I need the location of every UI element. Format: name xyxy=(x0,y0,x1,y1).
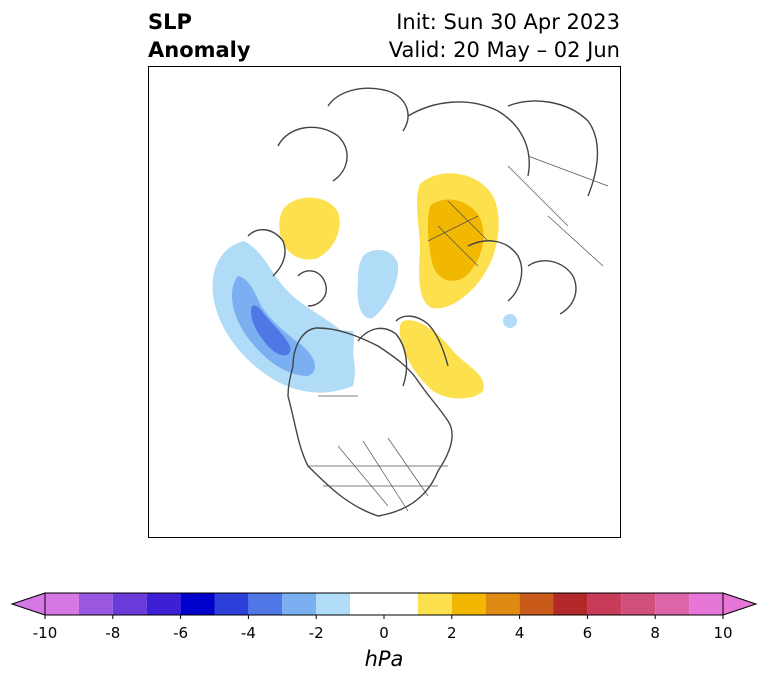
colorbar-bin xyxy=(587,593,622,615)
colorbar-bin xyxy=(621,593,656,615)
coastlines xyxy=(247,87,599,517)
colorbar-tick-label: 6 xyxy=(582,624,593,642)
colorbar-bin xyxy=(485,593,520,615)
anomaly-greenland-high xyxy=(399,320,484,399)
colorbar-bin xyxy=(451,593,486,615)
colorbar-bin xyxy=(112,593,147,615)
anomaly-map xyxy=(148,66,621,538)
colorbar-tick-label: 2 xyxy=(447,624,457,642)
colorbar-bin xyxy=(45,593,79,615)
colorbar-bin xyxy=(350,593,418,615)
colorbar-bin xyxy=(146,593,181,615)
colorbar xyxy=(10,592,758,619)
colorbar-tick-label: 4 xyxy=(514,624,525,642)
anomaly-siberia-high xyxy=(279,197,340,260)
colorbar-bin xyxy=(214,593,249,615)
colorbar-bin xyxy=(282,593,317,615)
title-line-2: Anomaly xyxy=(148,38,251,62)
colorbar-tick-label: 0 xyxy=(379,624,389,642)
country-borders xyxy=(308,155,609,512)
colorbar-tick-label: 8 xyxy=(650,624,660,642)
map-title: SLP Anomaly xyxy=(148,8,251,64)
colorbar-tick-label: -8 xyxy=(105,624,121,642)
colorbar-bin xyxy=(78,593,113,615)
anomaly-arctic-low xyxy=(357,249,399,319)
colorbar-bin xyxy=(248,593,283,615)
colorbar-tick-label: -2 xyxy=(308,624,324,642)
colorbar-units: hPa xyxy=(364,647,404,671)
colorbar-tick-label: -10 xyxy=(32,624,58,642)
colorbar-bin xyxy=(180,593,215,615)
colorbar-bin xyxy=(689,593,723,615)
colorbar-tick-label: -6 xyxy=(173,624,189,642)
anomaly-barents-low xyxy=(503,314,517,328)
colorbar-bin xyxy=(519,593,554,615)
title-line-1: SLP xyxy=(148,10,192,34)
colorbar-bin xyxy=(316,593,351,615)
colorbar-bin xyxy=(553,593,588,615)
colorbar-bin xyxy=(417,593,452,615)
init-date: Init: Sun 30 Apr 2023 xyxy=(396,10,620,34)
valid-range: Valid: 20 May – 02 Jun xyxy=(388,38,620,62)
colorbar-extend-low xyxy=(10,592,46,616)
colorbar-tick-label: -4 xyxy=(240,624,256,642)
colorbar-tick-label: 10 xyxy=(713,624,733,642)
map-subtitle: Init: Sun 30 Apr 2023 Valid: 20 May – 02… xyxy=(389,8,620,64)
colorbar-bin xyxy=(655,593,690,615)
colorbar-extend-high xyxy=(722,592,758,616)
